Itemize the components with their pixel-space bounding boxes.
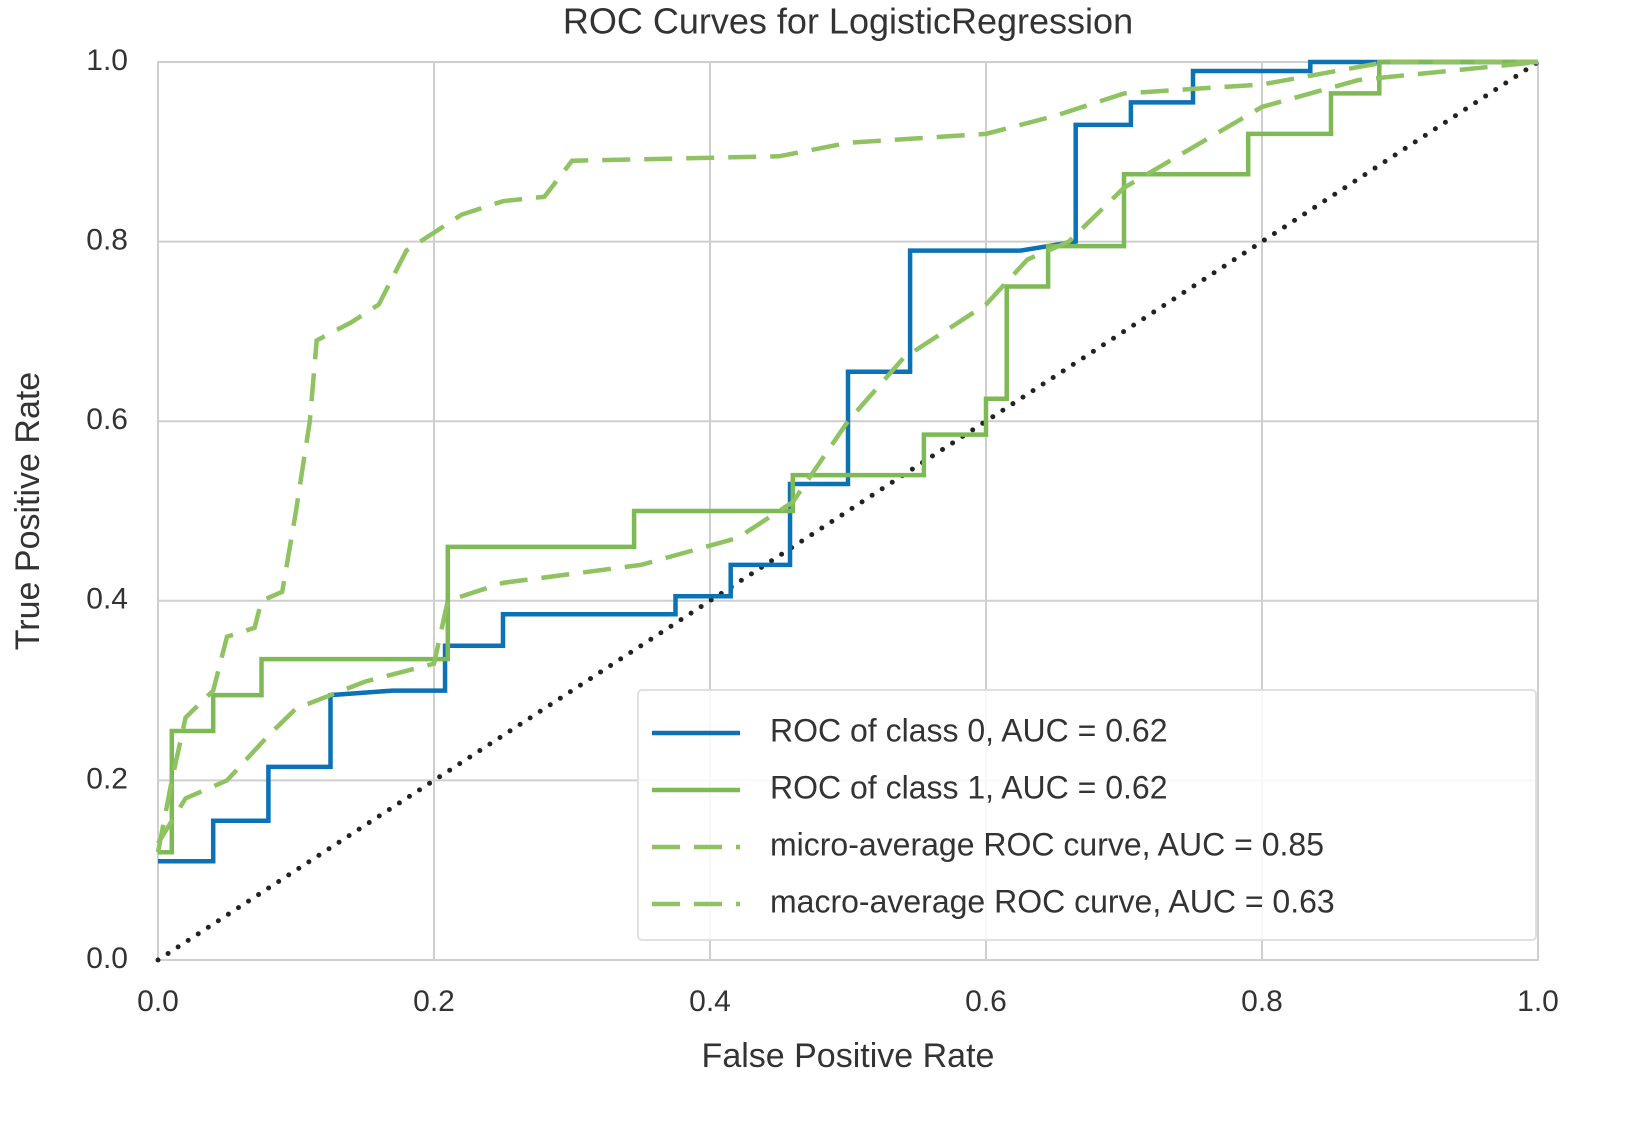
x-tick-label: 1.0: [1517, 985, 1559, 1018]
y-tick-label: 1.0: [86, 44, 128, 77]
roc-line: [155, 59, 1538, 853]
roc-line: [156, 59, 1539, 845]
roc-line: [158, 59, 1538, 864]
legend-label: micro-average ROC curve, AUC = 0.85: [770, 826, 1324, 862]
roc-line: [158, 59, 1538, 855]
legend-box: [637, 689, 1537, 941]
y-axis-label: True Positive Rate: [9, 372, 47, 650]
x-tick-label: 0.6: [965, 985, 1007, 1018]
x-tick-label: 0.2: [413, 985, 455, 1018]
legend-label: ROC of class 1, AUC = 0.62: [770, 769, 1168, 805]
x-tick-label: 0.8: [1241, 985, 1283, 1018]
legend-label: macro-average ROC curve, AUC = 0.63: [770, 883, 1335, 919]
chart-title: ROC Curves for LogisticRegression: [563, 1, 1133, 42]
y-tick-label: 0.4: [86, 583, 128, 616]
y-tick-label: 0.0: [86, 942, 128, 975]
x-tick-label: 0.0: [137, 985, 179, 1018]
y-tick-label: 0.2: [86, 762, 128, 795]
x-axis-label: False Positive Rate: [702, 1037, 995, 1075]
plot-frame: [157, 61, 1539, 961]
y-tick-label: 0.6: [86, 403, 128, 436]
y-tick-label: 0.8: [86, 224, 128, 257]
chance-line: [155, 59, 1541, 963]
x-tick-label: 0.4: [689, 985, 731, 1018]
legend-label: ROC of class 0, AUC = 0.62: [770, 712, 1168, 748]
